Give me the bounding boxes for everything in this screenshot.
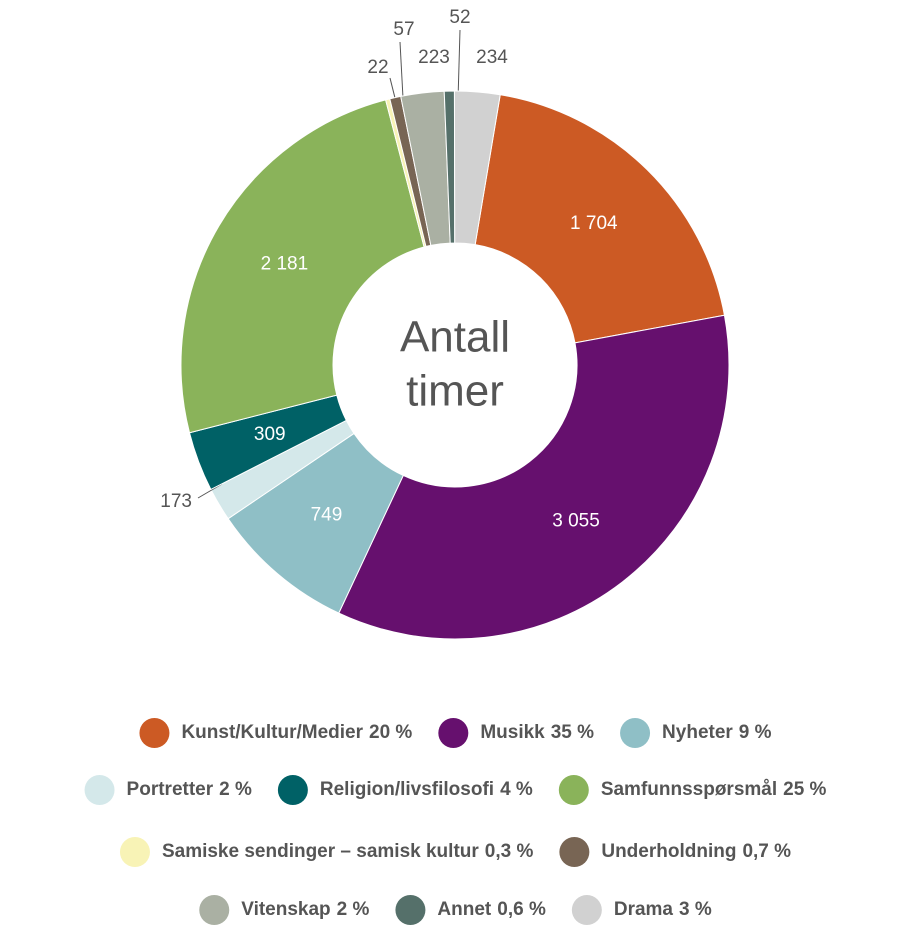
legend-name: Musikk bbox=[480, 722, 545, 743]
legend-swatch bbox=[119, 837, 150, 867]
data-label: 234 bbox=[476, 47, 508, 68]
legend-percent: 20 % bbox=[369, 722, 412, 743]
leader-line bbox=[399, 41, 404, 99]
legend-row: Portretter 2 % Religion/livsfilosofi 4 % Sam… bbox=[84, 775, 827, 805]
data-label: 2 181 bbox=[261, 253, 309, 274]
data-label: 57 bbox=[393, 19, 414, 40]
data-label: 309 bbox=[254, 424, 286, 445]
data-label: 173 bbox=[160, 491, 192, 512]
legend-percent: 3 % bbox=[679, 899, 712, 920]
legend-label: Annet 0,6 % bbox=[437, 899, 546, 920]
legend-label: Underholdning 0,7 % bbox=[601, 841, 791, 862]
legend-label: Samiske sendinger – samisk kultur 0,3 % bbox=[162, 841, 534, 862]
legend-name: Portretter bbox=[127, 779, 214, 800]
center-label: Antall bbox=[400, 313, 510, 362]
legend-percent: 4 % bbox=[500, 779, 533, 800]
legend-name: Religion/livsfilosofi bbox=[320, 779, 494, 800]
legend-swatch bbox=[395, 895, 426, 925]
legend-label: Samfunnsspørsmål 25 % bbox=[601, 779, 827, 800]
legend-label: Portretter 2 % bbox=[127, 779, 252, 800]
legend-percent: 2 % bbox=[337, 899, 370, 920]
legend-name: Vitenskap bbox=[241, 899, 330, 920]
leader-line bbox=[457, 29, 461, 101]
legend-name: Underholdning bbox=[601, 841, 736, 862]
legend-percent: 25 % bbox=[783, 779, 826, 800]
legend-swatch bbox=[558, 775, 589, 805]
donut-slice bbox=[338, 314, 730, 640]
data-label: 52 bbox=[449, 7, 470, 28]
legend-name: Samfunnsspørsmål bbox=[601, 779, 777, 800]
legend-swatch bbox=[277, 775, 308, 805]
legend-swatch bbox=[559, 837, 590, 867]
legend-percent: 0,6 % bbox=[497, 899, 546, 920]
legend-name: Annet bbox=[437, 899, 492, 920]
legend-name: Kunst/Kultur/Medier bbox=[181, 722, 363, 743]
legend-swatch bbox=[84, 775, 115, 805]
legend-percent: 35 % bbox=[551, 722, 594, 743]
donut-slice bbox=[180, 99, 425, 434]
legend-row: Samiske sendinger – samisk kultur 0,3 % Un… bbox=[119, 837, 791, 867]
legend-swatch bbox=[571, 895, 602, 925]
legend-percent: 0,7 % bbox=[742, 841, 791, 862]
legend-swatch bbox=[620, 718, 651, 748]
legend-swatch bbox=[199, 895, 230, 925]
legend-label: Vitenskap 2 % bbox=[241, 899, 369, 920]
legend-label: Drama 3 % bbox=[614, 899, 712, 920]
legend-row: Vitenskap 2 % Annet 0,6 % Drama 3 % bbox=[199, 895, 712, 925]
data-label: 3 055 bbox=[552, 511, 600, 532]
legend-percent: 0,3 % bbox=[485, 841, 534, 862]
data-label: 223 bbox=[418, 47, 450, 68]
legend-name: Samiske sendinger – samisk kultur bbox=[162, 841, 479, 862]
legend-label: Musikk 35 % bbox=[480, 722, 594, 743]
legend-swatch bbox=[438, 718, 469, 748]
legend-name: Nyheter bbox=[662, 722, 733, 743]
legend-label: Kunst/Kultur/Medier 20 % bbox=[181, 722, 412, 743]
legend-swatch bbox=[139, 718, 170, 748]
legend-row: Kunst/Kultur/Medier 20 % Musikk 35 % Nyheter… bbox=[139, 718, 772, 748]
center-label: timer bbox=[406, 367, 504, 416]
data-label: 22 bbox=[367, 57, 388, 78]
data-label: 749 bbox=[311, 505, 343, 526]
legend-percent: 2 % bbox=[219, 779, 252, 800]
data-label: 1 704 bbox=[570, 213, 618, 234]
legend-percent: 9 % bbox=[739, 722, 772, 743]
donut-slice bbox=[453, 90, 501, 246]
legend-label: Nyheter 9 % bbox=[662, 722, 772, 743]
legend-name: Drama bbox=[614, 899, 674, 920]
donut-slice bbox=[474, 94, 726, 344]
legend-label: Religion/livsfilosofi 4 % bbox=[320, 779, 533, 800]
